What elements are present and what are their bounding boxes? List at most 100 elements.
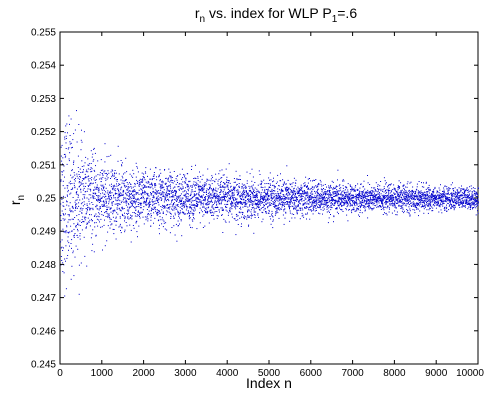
data-point <box>458 201 460 203</box>
data-point <box>428 209 430 211</box>
data-point <box>284 187 286 189</box>
data-point <box>282 198 284 200</box>
data-point <box>77 219 79 221</box>
data-point <box>320 183 322 185</box>
data-point <box>62 180 64 182</box>
data-point <box>118 207 120 209</box>
data-point <box>330 184 332 186</box>
data-point <box>169 232 171 234</box>
data-point <box>134 215 136 217</box>
data-point <box>287 202 289 204</box>
data-point <box>362 191 364 192</box>
data-point <box>403 188 405 189</box>
data-point <box>150 219 152 221</box>
data-point <box>336 200 338 202</box>
data-point <box>329 190 331 191</box>
data-point <box>420 192 422 193</box>
data-point <box>234 204 236 206</box>
data-point <box>377 200 379 202</box>
data-point <box>211 193 213 195</box>
data-point <box>206 180 208 182</box>
data-point <box>442 191 444 192</box>
data-point <box>122 180 124 182</box>
data-point <box>350 190 352 192</box>
data-point <box>277 208 279 210</box>
data-point <box>275 206 277 208</box>
data-point <box>155 199 157 201</box>
data-point <box>100 206 101 208</box>
data-point <box>270 196 272 198</box>
data-point <box>206 204 208 206</box>
data-point <box>131 203 133 205</box>
data-point <box>316 190 318 192</box>
data-point <box>267 197 269 199</box>
data-point <box>376 201 378 203</box>
data-point <box>299 194 300 196</box>
data-point <box>394 203 396 205</box>
data-point <box>135 209 137 211</box>
data-point <box>330 187 332 189</box>
data-point <box>179 217 180 219</box>
data-point <box>394 206 396 208</box>
data-point <box>76 203 78 205</box>
data-point <box>221 207 223 209</box>
data-point <box>135 162 137 164</box>
data-point <box>438 205 440 207</box>
data-point <box>285 212 287 214</box>
data-point <box>130 214 131 216</box>
data-point <box>128 207 130 209</box>
data-point <box>380 200 382 202</box>
data-point <box>238 178 240 180</box>
data-point <box>121 200 123 202</box>
data-point <box>95 222 97 224</box>
data-point <box>178 212 180 214</box>
data-point <box>217 183 219 185</box>
data-point <box>296 211 298 213</box>
data-point <box>196 197 198 199</box>
data-point <box>66 200 67 202</box>
data-point <box>218 195 220 197</box>
data-point <box>317 197 319 199</box>
data-point <box>280 208 282 210</box>
data-point <box>144 216 146 218</box>
data-point <box>276 181 278 183</box>
data-point <box>88 180 90 182</box>
data-point <box>367 200 369 201</box>
data-point <box>354 205 356 207</box>
data-point <box>207 195 209 197</box>
data-point <box>265 200 267 202</box>
data-point <box>110 218 112 220</box>
data-point <box>268 205 270 207</box>
data-point <box>234 197 236 199</box>
data-point <box>109 191 111 193</box>
data-point <box>362 198 364 200</box>
data-point <box>125 157 127 159</box>
data-point <box>197 204 199 206</box>
data-point <box>189 180 191 182</box>
data-point <box>241 216 243 218</box>
data-point <box>108 203 110 205</box>
data-point <box>96 205 98 207</box>
data-point <box>126 200 127 202</box>
data-point <box>124 220 125 222</box>
data-point <box>77 248 79 250</box>
data-point <box>101 178 103 180</box>
data-point <box>437 191 439 193</box>
data-point <box>434 186 436 188</box>
data-point <box>61 174 63 176</box>
data-point <box>167 198 169 200</box>
data-point <box>406 211 408 213</box>
data-point <box>264 196 266 198</box>
data-point <box>329 206 331 208</box>
data-point <box>126 194 128 196</box>
data-point <box>317 189 319 191</box>
data-point <box>166 188 168 190</box>
data-point <box>347 197 349 199</box>
data-point <box>215 195 217 197</box>
data-point <box>223 218 225 220</box>
data-point <box>397 189 399 191</box>
data-point <box>441 201 443 203</box>
data-point <box>354 202 356 204</box>
data-point <box>458 203 460 205</box>
